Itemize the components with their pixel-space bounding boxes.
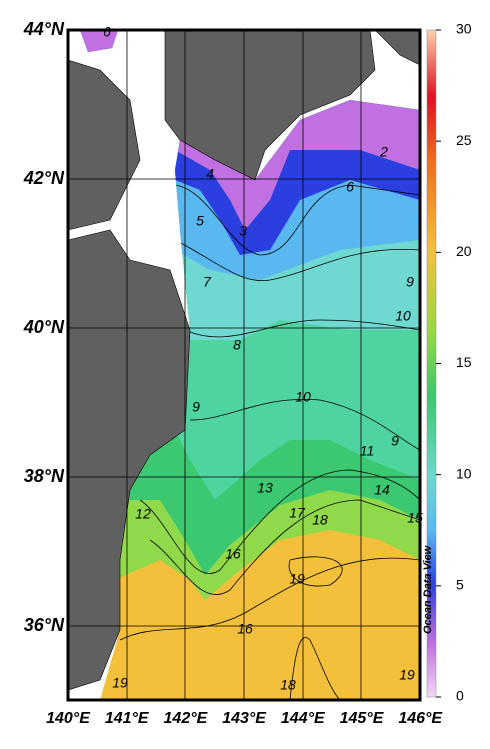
lon-label: 145°E — [340, 710, 385, 727]
contour-label: 4 — [206, 166, 214, 182]
contour-label: 19 — [112, 675, 128, 691]
contour-label: 2 — [379, 144, 388, 160]
contour-label: 15 — [407, 510, 423, 526]
lon-label: 141°E — [105, 710, 150, 727]
contour-label: 8 — [233, 337, 241, 353]
lat-label: 36°N — [24, 615, 65, 635]
contour-label: 11 — [360, 443, 375, 459]
colorbar-label: 25 — [456, 132, 472, 148]
lat-label: 44°N — [23, 19, 65, 39]
contour-label: 18 — [280, 677, 296, 693]
colorbar-label: 30 — [456, 21, 472, 37]
lat-label: 42°N — [23, 168, 65, 188]
credit: Ocean Data View — [422, 544, 434, 634]
contour-label: 6 — [346, 179, 354, 195]
lon-label: 142°E — [164, 710, 209, 727]
contour-label: 10 — [295, 389, 311, 405]
colorbar-label: 10 — [456, 465, 472, 481]
contour-label: 5 — [196, 213, 204, 229]
contour-label: 9 — [406, 274, 414, 290]
contour-label: 16 — [225, 546, 241, 562]
contour-label: 9 — [391, 433, 399, 449]
colorbar-label: 0 — [456, 688, 464, 704]
colorbar-label: 20 — [456, 243, 472, 259]
contour-label: 16 — [237, 621, 253, 637]
lat-label: 40°N — [23, 317, 65, 337]
contour-label: 19 — [289, 571, 305, 587]
contour-label: 9 — [192, 399, 200, 415]
lon-label: 143°E — [222, 710, 267, 727]
contour-label: 13 — [257, 480, 273, 496]
colorbar-label: 5 — [456, 577, 464, 593]
grid — [68, 30, 420, 700]
contour-label: 18 — [312, 512, 328, 528]
contour-label: 17 — [289, 505, 306, 521]
contour-label: 7 — [203, 274, 212, 290]
contour-label: 12 — [135, 506, 151, 522]
lon-label: 140°E — [46, 710, 91, 727]
contour-label: 3 — [239, 223, 247, 239]
contour-label: 19 — [399, 667, 415, 683]
colorbar-label: 15 — [456, 354, 472, 370]
lon-label: 144°E — [281, 710, 326, 727]
lat-label: 38°N — [24, 466, 65, 486]
contour-label: 6 — [103, 24, 111, 40]
frame — [66, 28, 422, 702]
contour-label: 10 — [395, 308, 411, 324]
contour-label: 14 — [374, 482, 390, 498]
lon-label: 146°E — [398, 710, 443, 727]
field — [68, 30, 420, 700]
